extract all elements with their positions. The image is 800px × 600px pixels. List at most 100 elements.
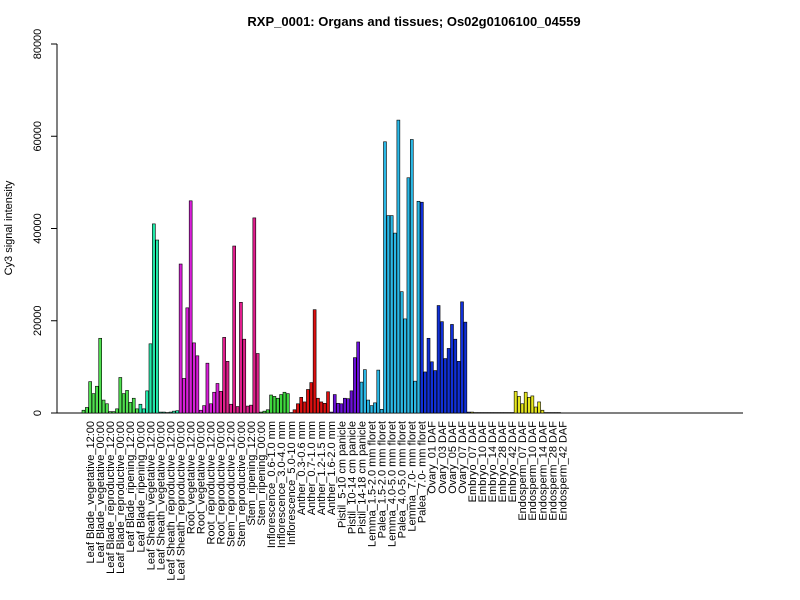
bar — [306, 389, 310, 414]
bar — [202, 405, 206, 414]
bar — [336, 403, 340, 414]
x-tick-label: Palea_1.5-2.0 mm floret — [376, 421, 388, 538]
bar — [523, 391, 528, 414]
bar — [158, 411, 163, 414]
bar — [413, 380, 417, 414]
bar — [242, 338, 247, 414]
bar — [162, 411, 166, 414]
bar — [275, 397, 280, 414]
bar — [152, 223, 156, 414]
bar — [229, 403, 233, 414]
bar — [195, 355, 200, 414]
bar — [383, 141, 387, 414]
bar — [111, 411, 116, 414]
x-tick-label: Root_vegetative_12:00 — [186, 421, 198, 534]
bar — [155, 239, 159, 414]
bar — [312, 309, 317, 414]
bar — [108, 411, 113, 414]
bar — [369, 405, 374, 414]
bar — [386, 215, 391, 414]
x-tick-label: Stem_reproductive_00:00 — [236, 421, 248, 547]
x-tick-label: Anther_1.2-1.5 mm — [316, 421, 328, 515]
bar — [88, 381, 92, 414]
bar — [342, 397, 347, 414]
bar — [232, 245, 237, 414]
x-tick-label: Ovary_07 DAF — [457, 421, 469, 494]
bar — [138, 403, 143, 414]
x-tick-label: Endosperm_10 DAF — [527, 421, 539, 521]
x-tick-label: Leaf Blade_vegetative_00:00 — [95, 421, 107, 564]
x-tick-label: Root_reproductive_12:00 — [206, 421, 218, 545]
bar — [453, 338, 458, 414]
x-tick-label: Pistil_14-18 cm panicle — [356, 421, 368, 534]
y-tick-label: 40000 — [32, 213, 44, 244]
bar — [188, 200, 193, 414]
x-tick-label: Endosperm_07 DAF — [517, 421, 529, 521]
x-tick-label: Leaf Sheath_reproductive_12:00 — [165, 421, 177, 581]
bar — [450, 324, 454, 414]
bar — [259, 411, 263, 414]
bar — [339, 403, 344, 414]
bar — [373, 402, 377, 414]
bar — [379, 409, 384, 414]
bar — [406, 177, 411, 414]
x-tick-label: Leaf Sheath_vegetative_12:00 — [145, 421, 157, 570]
x-tick-label: Ovary_01 DAF — [427, 421, 439, 494]
bar — [376, 369, 381, 414]
bar — [299, 397, 304, 414]
bar — [446, 348, 451, 414]
bar — [346, 398, 350, 414]
x-tick-label: Endosperm_14 DAF — [537, 421, 549, 521]
bar — [85, 407, 89, 414]
x-tick-label: Endosperm_28 DAF — [547, 421, 559, 521]
bar — [272, 396, 277, 414]
bar — [198, 409, 203, 414]
y-axis-label: Cy3 signal intensity — [3, 180, 15, 275]
bar — [168, 411, 173, 414]
x-tick-label: Stem_reproductive_12:00 — [226, 421, 238, 547]
bar — [212, 391, 216, 414]
bar — [463, 321, 468, 414]
bar — [363, 369, 367, 414]
x-tick-label: Embryo_10 DAF — [477, 421, 489, 503]
chart-title: RXP_0001: Organs and tissues; Os02g01061… — [247, 14, 580, 29]
bar — [329, 411, 334, 414]
bar — [178, 263, 183, 414]
x-tick-label: Pistil_10-14 cm panicle — [346, 421, 358, 534]
bar — [81, 409, 86, 414]
bar — [533, 406, 538, 414]
bar — [460, 301, 464, 414]
bar — [537, 401, 541, 414]
bar — [128, 402, 133, 414]
bar — [436, 305, 441, 414]
bar — [356, 341, 360, 414]
bar — [430, 361, 434, 414]
bar — [322, 403, 327, 414]
x-tick-label: Anther_1.6-2.0 mm — [326, 421, 338, 515]
bar — [115, 408, 119, 414]
bar — [470, 411, 474, 414]
bar — [148, 343, 153, 414]
bar — [403, 318, 407, 414]
x-tick-label: Lemma_7.0- mm floret — [407, 421, 419, 532]
bar — [359, 381, 364, 414]
bar — [131, 397, 136, 414]
x-tick-label: Endosperm_42 DAF — [557, 421, 569, 521]
bar — [426, 337, 431, 414]
bar — [219, 391, 223, 414]
x-tick-label: Leaf Sheath_reproductive_00:00 — [175, 421, 187, 581]
bar — [252, 217, 257, 414]
bar — [389, 215, 394, 414]
bar — [393, 232, 397, 414]
bar — [520, 403, 525, 414]
bar — [456, 361, 461, 414]
bar — [443, 358, 448, 414]
x-tick-label: Ovary_03 DAF — [437, 421, 449, 494]
bar — [292, 409, 297, 414]
bar — [209, 403, 213, 414]
x-tick-label: Pistil_5-10 cm panicle — [336, 421, 348, 528]
bars — [81, 119, 561, 414]
x-tick-label: Stem_ripening_12:00 — [246, 421, 258, 526]
bar — [175, 410, 180, 414]
